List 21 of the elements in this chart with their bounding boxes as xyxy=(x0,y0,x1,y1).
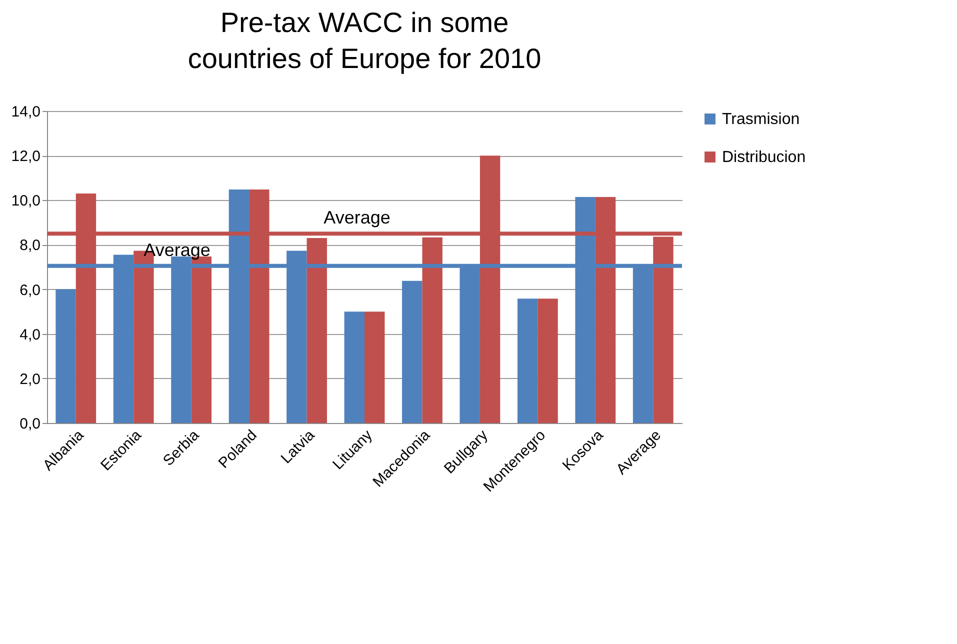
bar xyxy=(402,280,422,423)
y-tick-label: 6,0 xyxy=(20,282,40,299)
bar xyxy=(56,289,76,423)
bar xyxy=(344,312,364,423)
bar xyxy=(364,312,385,423)
y-tick-label: 10,0 xyxy=(11,192,40,210)
chart-title: Pre-tax WACC in some countries of Europe for 2010 xyxy=(188,7,542,74)
y-tick-label: 4,0 xyxy=(20,326,40,344)
y-tick-label: 2,0 xyxy=(20,370,40,388)
legend-label: Distribucion xyxy=(722,149,806,166)
y-tick-label: 0,0 xyxy=(20,416,40,432)
bar xyxy=(306,238,327,423)
bar xyxy=(538,298,558,423)
y-tick-label: 14,0 xyxy=(11,104,40,120)
ref-line-label: Average xyxy=(324,208,390,228)
bar xyxy=(422,237,442,423)
bar xyxy=(517,298,538,423)
legend-label: Trasmision xyxy=(722,111,800,128)
y-tick-label: 12,0 xyxy=(11,148,40,166)
y-tick-label: 8,0 xyxy=(20,237,40,254)
ref-line-label: Average xyxy=(144,240,210,260)
